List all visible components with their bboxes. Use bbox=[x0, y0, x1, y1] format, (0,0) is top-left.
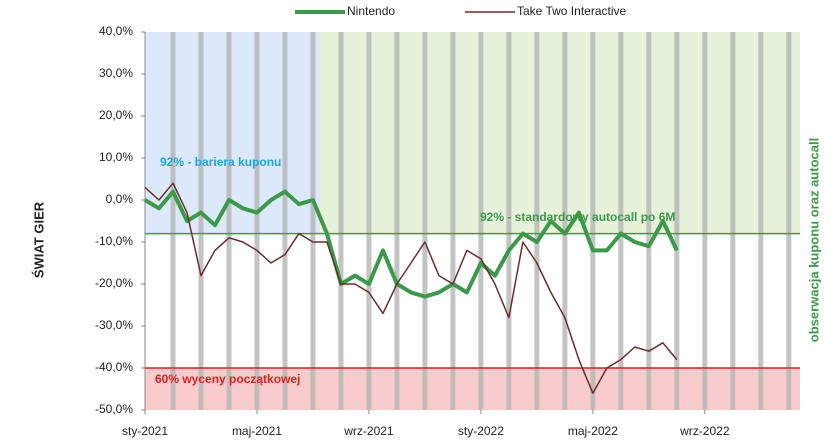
y-tick-label: -20,0% bbox=[95, 276, 133, 290]
observation-bar bbox=[254, 32, 260, 410]
observation-bar bbox=[590, 32, 596, 410]
observation-bar bbox=[618, 32, 624, 410]
x-tick-label: wrz-2022 bbox=[679, 424, 730, 438]
observation-bar bbox=[534, 32, 540, 410]
observation-bar bbox=[170, 32, 176, 410]
x-tick-label: maj-2022 bbox=[568, 424, 618, 438]
x-tick-label: sty-2022 bbox=[458, 424, 504, 438]
y-tick-label: 30,0% bbox=[99, 66, 133, 80]
y-tick-label: -50,0% bbox=[95, 402, 133, 416]
y2-axis-label: obserwacja kuponu oraz autocall bbox=[806, 138, 821, 342]
observation-bar bbox=[198, 32, 204, 410]
observation-bar bbox=[282, 32, 288, 410]
shaded-region bbox=[145, 368, 800, 410]
x-tick-label: wrz-2021 bbox=[343, 424, 394, 438]
y-tick-label: -10,0% bbox=[95, 234, 133, 248]
observation-bar bbox=[786, 32, 792, 410]
annotation: 60% wyceny początkowej bbox=[155, 372, 300, 386]
observation-bar bbox=[562, 32, 568, 410]
legend-label: Take Two Interactive bbox=[517, 4, 626, 18]
x-tick-label: maj-2021 bbox=[232, 424, 282, 438]
y-axis-label: ŚWIAT GIER bbox=[31, 201, 46, 278]
observation-bar bbox=[338, 32, 344, 410]
observation-bar bbox=[674, 32, 680, 410]
y-tick-label: -40,0% bbox=[95, 360, 133, 374]
observation-bar bbox=[646, 32, 652, 410]
y-tick-label: 10,0% bbox=[99, 150, 133, 164]
observation-bar bbox=[730, 32, 736, 410]
y-tick-label: 40,0% bbox=[99, 24, 133, 38]
shaded-region bbox=[319, 32, 800, 234]
y-tick-label: 20,0% bbox=[99, 108, 133, 122]
observation-bar bbox=[702, 32, 708, 410]
observation-bar bbox=[226, 32, 232, 410]
observation-bar bbox=[478, 32, 484, 410]
y-tick-label: 0,0% bbox=[106, 192, 134, 206]
annotation: 92% - standardowy autocall po 6M bbox=[480, 210, 675, 224]
observation-bar bbox=[758, 32, 764, 410]
series-line bbox=[143, 189, 679, 299]
observation-bar bbox=[422, 32, 428, 410]
observation-bar bbox=[450, 32, 456, 410]
series-line bbox=[144, 182, 678, 394]
observation-bar bbox=[394, 32, 400, 410]
observation-bar bbox=[366, 32, 372, 410]
x-tick-label: sty-2021 bbox=[122, 424, 168, 438]
observation-bar bbox=[310, 32, 316, 410]
legend-label: Nintendo bbox=[347, 4, 395, 18]
annotation: 92% - bariera kuponu bbox=[160, 155, 281, 169]
observation-bar bbox=[506, 32, 512, 410]
y-tick-label: -30,0% bbox=[95, 318, 133, 332]
